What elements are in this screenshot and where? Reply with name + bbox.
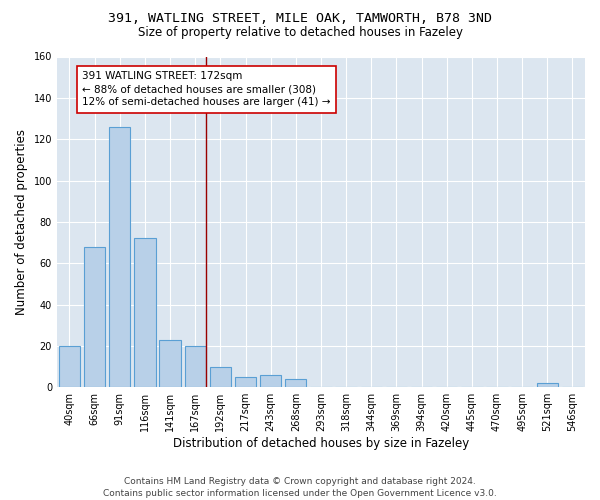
X-axis label: Distribution of detached houses by size in Fazeley: Distribution of detached houses by size … <box>173 437 469 450</box>
Bar <box>185 346 206 387</box>
Text: 391 WATLING STREET: 172sqm
← 88% of detached houses are smaller (308)
12% of sem: 391 WATLING STREET: 172sqm ← 88% of deta… <box>82 71 331 108</box>
Y-axis label: Number of detached properties: Number of detached properties <box>15 129 28 315</box>
Text: Size of property relative to detached houses in Fazeley: Size of property relative to detached ho… <box>137 26 463 39</box>
Bar <box>235 377 256 387</box>
Bar <box>285 379 307 387</box>
Bar <box>84 246 106 387</box>
Text: Contains HM Land Registry data © Crown copyright and database right 2024.
Contai: Contains HM Land Registry data © Crown c… <box>103 476 497 498</box>
Bar <box>109 127 130 387</box>
Bar <box>59 346 80 387</box>
Bar <box>209 366 231 387</box>
Bar <box>160 340 181 387</box>
Text: 391, WATLING STREET, MILE OAK, TAMWORTH, B78 3ND: 391, WATLING STREET, MILE OAK, TAMWORTH,… <box>108 12 492 26</box>
Bar <box>134 238 155 387</box>
Bar <box>536 383 558 387</box>
Bar <box>260 375 281 387</box>
